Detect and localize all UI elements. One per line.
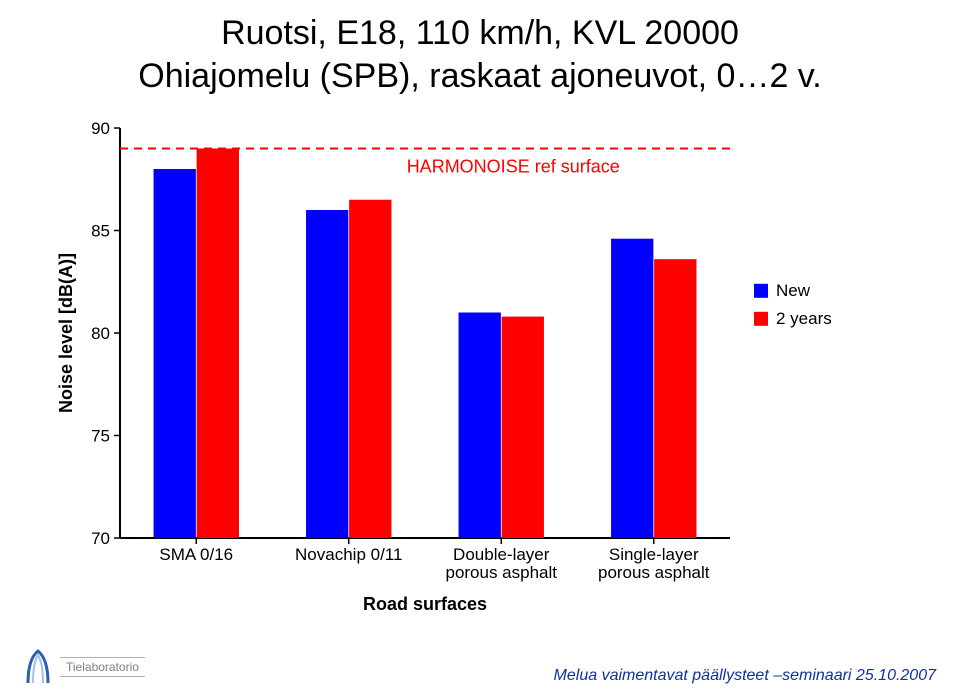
svg-text:Road surfaces: Road surfaces bbox=[363, 594, 487, 614]
svg-text:Novachip 0/11: Novachip 0/11 bbox=[295, 545, 402, 564]
svg-text:70: 70 bbox=[91, 529, 110, 548]
svg-text:80: 80 bbox=[91, 324, 110, 343]
title-line1: Ruotsi, E18, 110 km/h, KVL 20000 bbox=[221, 14, 739, 52]
svg-text:75: 75 bbox=[91, 427, 110, 446]
svg-text:HARMONOISE ref surface: HARMONOISE ref surface bbox=[407, 157, 620, 177]
agency-logo-icon bbox=[24, 649, 52, 685]
svg-text:Noise level [dB(A)]: Noise level [dB(A)] bbox=[56, 253, 76, 413]
slide-title: Ruotsi, E18, 110 km/h, KVL 20000 Ohiajom… bbox=[0, 12, 960, 97]
svg-text:SMA 0/16: SMA 0/16 bbox=[159, 545, 233, 564]
svg-text:porous asphalt: porous asphalt bbox=[598, 563, 710, 582]
footer-lab-text: Tielaboratorio bbox=[60, 657, 145, 677]
footer-seminar-text: Melua vaimentavat päällysteet –seminaari… bbox=[554, 667, 936, 685]
footer-logo: Tielaboratorio bbox=[24, 649, 145, 685]
svg-text:90: 90 bbox=[91, 119, 110, 138]
title-line2: Ohiajomelu (SPB), raskaat ajoneuvot, 0…2… bbox=[138, 57, 821, 95]
svg-text:Single-layer: Single-layer bbox=[609, 545, 699, 564]
svg-text:New: New bbox=[776, 281, 811, 300]
chart-container: 70 75 80 85 90 HARMONOISE ref surface SMA 0/16… bbox=[50, 118, 910, 628]
svg-text:85: 85 bbox=[91, 222, 110, 241]
svg-text:Double-layer: Double-layer bbox=[453, 545, 550, 564]
noise-bar-chart: 70 75 80 85 90 HARMONOISE ref surface SMA 0/16… bbox=[50, 118, 910, 628]
svg-text:porous asphalt: porous asphalt bbox=[445, 563, 557, 582]
svg-text:2 years: 2 years bbox=[776, 309, 832, 328]
